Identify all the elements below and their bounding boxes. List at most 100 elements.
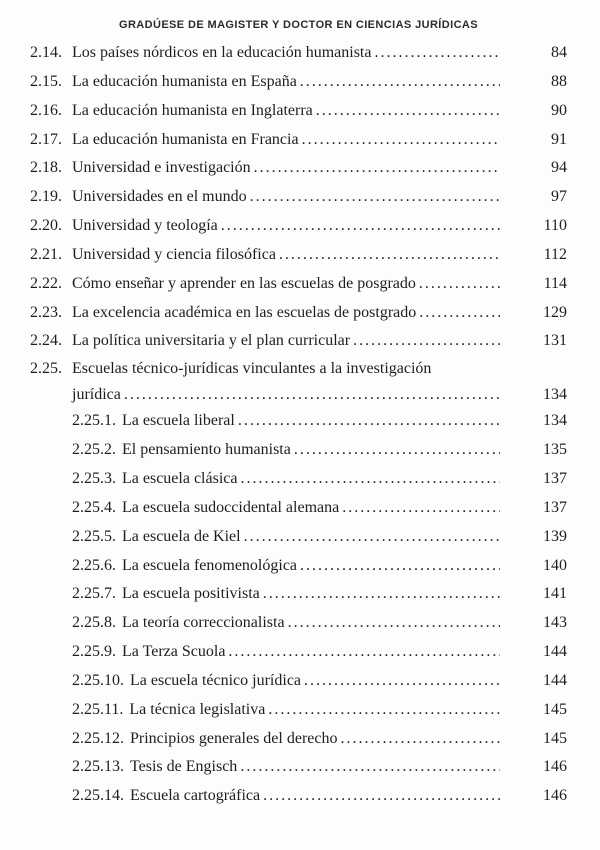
toc-entry: 2.25.1. La escuela liberal 134 bbox=[72, 407, 567, 436]
toc-entry: 2.17. La educación humanista en Francia 91 bbox=[30, 126, 567, 155]
entry-page-number: 134 bbox=[543, 386, 567, 404]
entry-page-number: 137 bbox=[543, 498, 567, 516]
entry-page-number: 131 bbox=[543, 332, 567, 350]
entry-page-number: 91 bbox=[551, 130, 567, 148]
entry-number: 2.25.12. bbox=[72, 729, 124, 747]
entry-number: 2.23. bbox=[30, 303, 62, 321]
entry-title: Tesis de Engisch bbox=[130, 758, 238, 776]
entry-page-number: 110 bbox=[543, 217, 567, 235]
entry-page-number: 144 bbox=[543, 643, 567, 661]
dot-leader bbox=[371, 39, 500, 68]
entry-page-number: 90 bbox=[551, 101, 567, 119]
entry-page-number: 88 bbox=[551, 72, 567, 90]
entry-title: Cómo enseñar y aprender en las escuelas … bbox=[72, 274, 416, 292]
entry-title: Los países nórdicos en la educación huma… bbox=[72, 44, 372, 61]
entry-title: El pensamiento humanista bbox=[122, 441, 291, 459]
entry-page-number: 146 bbox=[543, 787, 567, 805]
entry-title: La educación humanista en España bbox=[72, 72, 297, 90]
entry-page-number: 129 bbox=[543, 303, 567, 321]
entry-title: Universidad e investigación bbox=[72, 159, 251, 177]
entry-title: La teoría correccionalista bbox=[122, 614, 285, 632]
entry-page-number: 114 bbox=[543, 274, 567, 292]
entry-title: La Terza Scuola bbox=[122, 643, 226, 661]
toc-entry: 2.25.10. La escuela técnico jurídica 144 bbox=[72, 667, 567, 696]
entry-title: Escuelas técnico-jurídicas vinculantes a… bbox=[72, 360, 432, 378]
toc-entry: 2.25.12. Principios generales del derecho… bbox=[72, 725, 567, 754]
entry-number: 2.25. bbox=[30, 360, 62, 378]
entry-page-number: 137 bbox=[543, 469, 567, 487]
entry-title: La escuela técnico jurídica bbox=[130, 671, 302, 689]
entry-title: Escuela cartográfica bbox=[130, 787, 261, 805]
toc-entry: 2.16. La educación humanista en Inglaterr… bbox=[30, 97, 567, 126]
dot-leader bbox=[260, 782, 500, 811]
entry-page-number: 145 bbox=[543, 700, 567, 718]
entry-number: 2.14. bbox=[30, 44, 62, 61]
dot-leader bbox=[285, 609, 500, 638]
toc-entry: 2.25.13. Tesis de Engisch 146 bbox=[72, 753, 567, 782]
entry-number: 2.25.11. bbox=[72, 700, 124, 718]
entry-page-number: 135 bbox=[543, 441, 567, 459]
toc-entry: 2.18. Universidad e investigación 94 bbox=[30, 154, 567, 183]
dot-leader bbox=[265, 696, 500, 725]
entry-title: La educación humanista en Inglaterra bbox=[72, 101, 313, 119]
entry-number: 2.17. bbox=[30, 130, 62, 148]
dot-leader bbox=[291, 436, 500, 465]
entry-number: 2.25.9. bbox=[72, 643, 116, 661]
dot-leader bbox=[339, 494, 500, 523]
entry-page-number: 144 bbox=[543, 671, 567, 689]
toc-entry: 2.25.3. La escuela clásica 137 bbox=[72, 465, 567, 494]
dot-leader bbox=[237, 753, 500, 782]
entry-number: 2.25.1. bbox=[72, 412, 116, 430]
entry-number: 2.25.14. bbox=[72, 787, 124, 805]
entry-page-number: 139 bbox=[543, 527, 567, 545]
entry-page-number: 140 bbox=[543, 556, 567, 574]
dot-leader bbox=[225, 638, 500, 667]
entry-page-number: 141 bbox=[543, 585, 567, 603]
toc-entry: 2.25.5. La escuela de Kiel 139 bbox=[72, 523, 567, 552]
entry-page-number: 97 bbox=[551, 188, 567, 206]
toc-entry: 2.20. Universidad y teología 110 bbox=[30, 212, 567, 241]
dot-leader bbox=[416, 270, 500, 299]
entry-number: 2.25.6. bbox=[72, 556, 116, 574]
entry-number: 2.18. bbox=[30, 159, 62, 177]
toc-entry: 2.25.14. Escuela cartográfica 146 bbox=[72, 782, 567, 811]
entry-title: La política universitaria y el plan curr… bbox=[72, 332, 351, 350]
entry-title: jurídica bbox=[72, 386, 121, 404]
dot-leader bbox=[297, 68, 500, 97]
entry-number: 2.20. bbox=[30, 217, 62, 235]
toc-entry: 2.15. La educación humanista en España 88 bbox=[30, 68, 567, 97]
toc-entry: 2.23. La excelencia académica en las escu… bbox=[30, 299, 567, 328]
toc-entry: 2.21. Universidad y ciencia filosófica 112 bbox=[30, 241, 567, 270]
dot-leader bbox=[260, 580, 500, 609]
toc-entry: 2.22. Cómo enseñar y aprender en las escu… bbox=[30, 270, 567, 299]
entry-number: 2.15. bbox=[30, 72, 62, 90]
entry-page-number: 94 bbox=[551, 159, 567, 177]
dot-leader bbox=[241, 523, 500, 552]
entry-title: La escuela liberal bbox=[122, 412, 235, 430]
entry-number: 2.25.10. bbox=[72, 671, 124, 689]
entry-title: Universidad y teología bbox=[72, 217, 218, 235]
entry-page-number: 143 bbox=[543, 614, 567, 632]
entry-title: La técnica legislativa bbox=[129, 700, 266, 718]
toc-entry: 2.25.11. La técnica legislativa 145 bbox=[72, 696, 567, 725]
entry-page-number: 145 bbox=[543, 729, 567, 747]
entry-page-number: 134 bbox=[543, 412, 567, 430]
dot-leader bbox=[276, 241, 500, 270]
dot-leader bbox=[237, 465, 500, 494]
entry-number: 2.25.8. bbox=[72, 614, 116, 632]
dot-leader bbox=[301, 667, 500, 696]
dot-leader bbox=[218, 212, 500, 241]
dot-leader bbox=[297, 552, 500, 581]
entry-number: 2.25.4. bbox=[72, 498, 116, 516]
toc-entry: 2.25.4. La escuela sudoccidental alemana 1… bbox=[72, 494, 567, 523]
entry-number: 2.19. bbox=[30, 188, 62, 206]
entry-page-number: 84 bbox=[551, 44, 567, 61]
entry-number: 2.25.7. bbox=[72, 585, 116, 603]
entry-title: Universidades en el mundo bbox=[72, 188, 247, 206]
toc-entry: 2.25.8. La teoría correccionalista 143 bbox=[72, 609, 567, 638]
entry-number: 2.16. bbox=[30, 101, 62, 119]
table-of-contents: 2.14. Los países nórdicos en la educación… bbox=[30, 39, 567, 811]
entry-number: 2.25.5. bbox=[72, 527, 116, 545]
entry-number: 2.24. bbox=[30, 332, 62, 350]
entry-number: 2.21. bbox=[30, 245, 62, 263]
